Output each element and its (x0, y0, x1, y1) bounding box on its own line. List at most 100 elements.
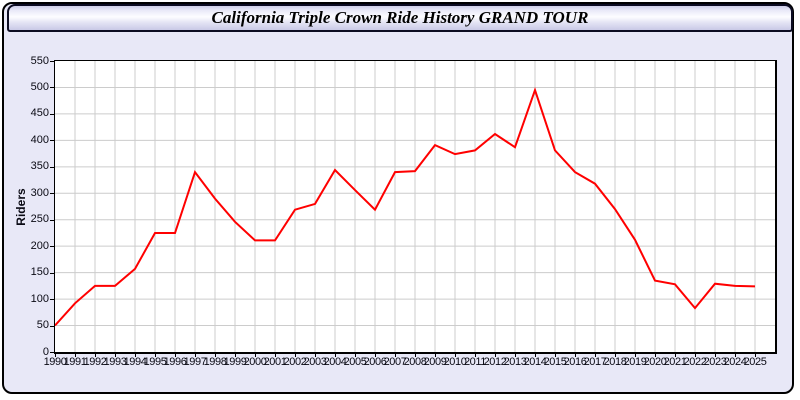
x-tick-label: 2025 (743, 356, 767, 368)
y-tick-label: 0 (42, 345, 49, 358)
x-tick-label: 2016 (563, 356, 587, 368)
x-tick-mark (615, 352, 616, 357)
x-tick-mark (375, 352, 376, 357)
chart-header: California Triple Crown Ride History GRA… (7, 4, 793, 32)
x-tick-label: 2001 (263, 356, 287, 368)
x-tick-mark (295, 352, 296, 357)
x-tick-label: 2017 (583, 356, 607, 368)
x-tick-label: 2015 (543, 356, 567, 368)
y-tick-mark (50, 219, 55, 221)
x-tick-mark (55, 352, 56, 357)
x-tick-label: 1991 (63, 356, 87, 368)
x-tick-label: 2022 (683, 356, 707, 368)
x-tick-label: 2003 (303, 356, 327, 368)
x-tick-mark (255, 352, 256, 357)
x-tick-label: 2021 (663, 356, 687, 368)
x-tick-mark (175, 352, 176, 357)
x-tick-mark (455, 352, 456, 357)
x-tick-label: 2008 (403, 356, 427, 368)
x-tick-label: 2013 (503, 356, 527, 368)
y-tick-mark (50, 87, 55, 89)
x-tick-label: 1996 (163, 356, 187, 368)
x-tick-label: 2004 (323, 356, 347, 368)
x-tick-mark (655, 352, 656, 357)
x-tick-label: 2000 (243, 356, 267, 368)
x-tick-mark (575, 352, 576, 357)
x-tick-mark (275, 352, 276, 357)
x-tick-mark (315, 352, 316, 357)
x-tick-label: 1990 (43, 356, 67, 368)
x-tick-label: 2005 (343, 356, 367, 368)
x-tick-mark (715, 352, 716, 357)
x-tick-mark (755, 352, 756, 357)
x-tick-label: 2012 (483, 356, 507, 368)
x-tick-mark (135, 352, 136, 357)
x-tick-label: 1993 (103, 356, 127, 368)
x-tick-label: 1998 (203, 356, 227, 368)
x-tick-mark (595, 352, 596, 357)
x-tick-label: 2006 (363, 356, 387, 368)
x-tick-mark (475, 352, 476, 357)
x-tick-mark (535, 352, 536, 357)
y-tick-mark (50, 166, 55, 168)
x-tick-label: 1999 (223, 356, 247, 368)
x-tick-mark (355, 352, 356, 357)
x-tick-mark (495, 352, 496, 357)
x-tick-label: 2020 (643, 356, 667, 368)
x-tick-label: 2007 (383, 356, 407, 368)
x-tick-mark (435, 352, 436, 357)
x-tick-mark (415, 352, 416, 357)
y-tick-mark (50, 140, 55, 142)
x-tick-mark (215, 352, 216, 357)
x-tick-label: 2023 (703, 356, 727, 368)
y-tick-label: 500 (30, 80, 49, 93)
x-tick-mark (395, 352, 396, 357)
y-tick-mark (50, 299, 55, 301)
x-tick-mark (75, 352, 76, 357)
x-tick-mark (555, 352, 556, 357)
y-tick-label: 450 (30, 107, 49, 120)
x-tick-mark (195, 352, 196, 357)
x-tick-mark (735, 352, 736, 357)
x-tick-label: 2009 (423, 356, 447, 368)
y-tick-mark (50, 61, 55, 62)
y-tick-mark (50, 352, 55, 353)
y-tick-label: 350 (30, 160, 49, 173)
x-tick-mark (155, 352, 156, 357)
x-tick-label: 2018 (603, 356, 627, 368)
x-tick-mark (95, 352, 96, 357)
x-tick-label: 2019 (623, 356, 647, 368)
x-tick-label: 2010 (443, 356, 467, 368)
x-tick-label: 1994 (123, 356, 147, 368)
x-tick-label: 1997 (183, 356, 207, 368)
x-tick-mark (235, 352, 236, 357)
x-tick-label: 1992 (83, 356, 107, 368)
x-tick-mark (675, 352, 676, 357)
x-tick-label: 2002 (283, 356, 307, 368)
line-chart-svg (55, 61, 775, 352)
y-tick-label: 300 (30, 186, 49, 199)
x-tick-label: 2014 (523, 356, 547, 368)
chart-title: California Triple Crown Ride History GRA… (211, 8, 589, 27)
y-tick-label: 50 (36, 319, 49, 332)
plot-area (54, 60, 777, 354)
y-tick-label: 400 (30, 133, 49, 146)
x-tick-mark (335, 352, 336, 357)
y-tick-mark (50, 272, 55, 274)
x-tick-mark (635, 352, 636, 357)
x-tick-mark (695, 352, 696, 357)
y-tick-mark (50, 113, 55, 115)
riders-series-line (55, 87, 756, 327)
x-tick-mark (515, 352, 516, 357)
y-tick-mark (50, 325, 55, 327)
y-tick-label: 250 (30, 213, 49, 226)
x-tick-mark (115, 352, 116, 357)
y-tick-label: 100 (30, 292, 49, 305)
x-tick-label: 1995 (143, 356, 167, 368)
y-tick-mark (50, 246, 55, 248)
y-tick-label: 200 (30, 239, 49, 252)
x-tick-label: 2024 (723, 356, 747, 368)
y-tick-label: 550 (30, 54, 49, 67)
y-tick-mark (50, 193, 55, 195)
